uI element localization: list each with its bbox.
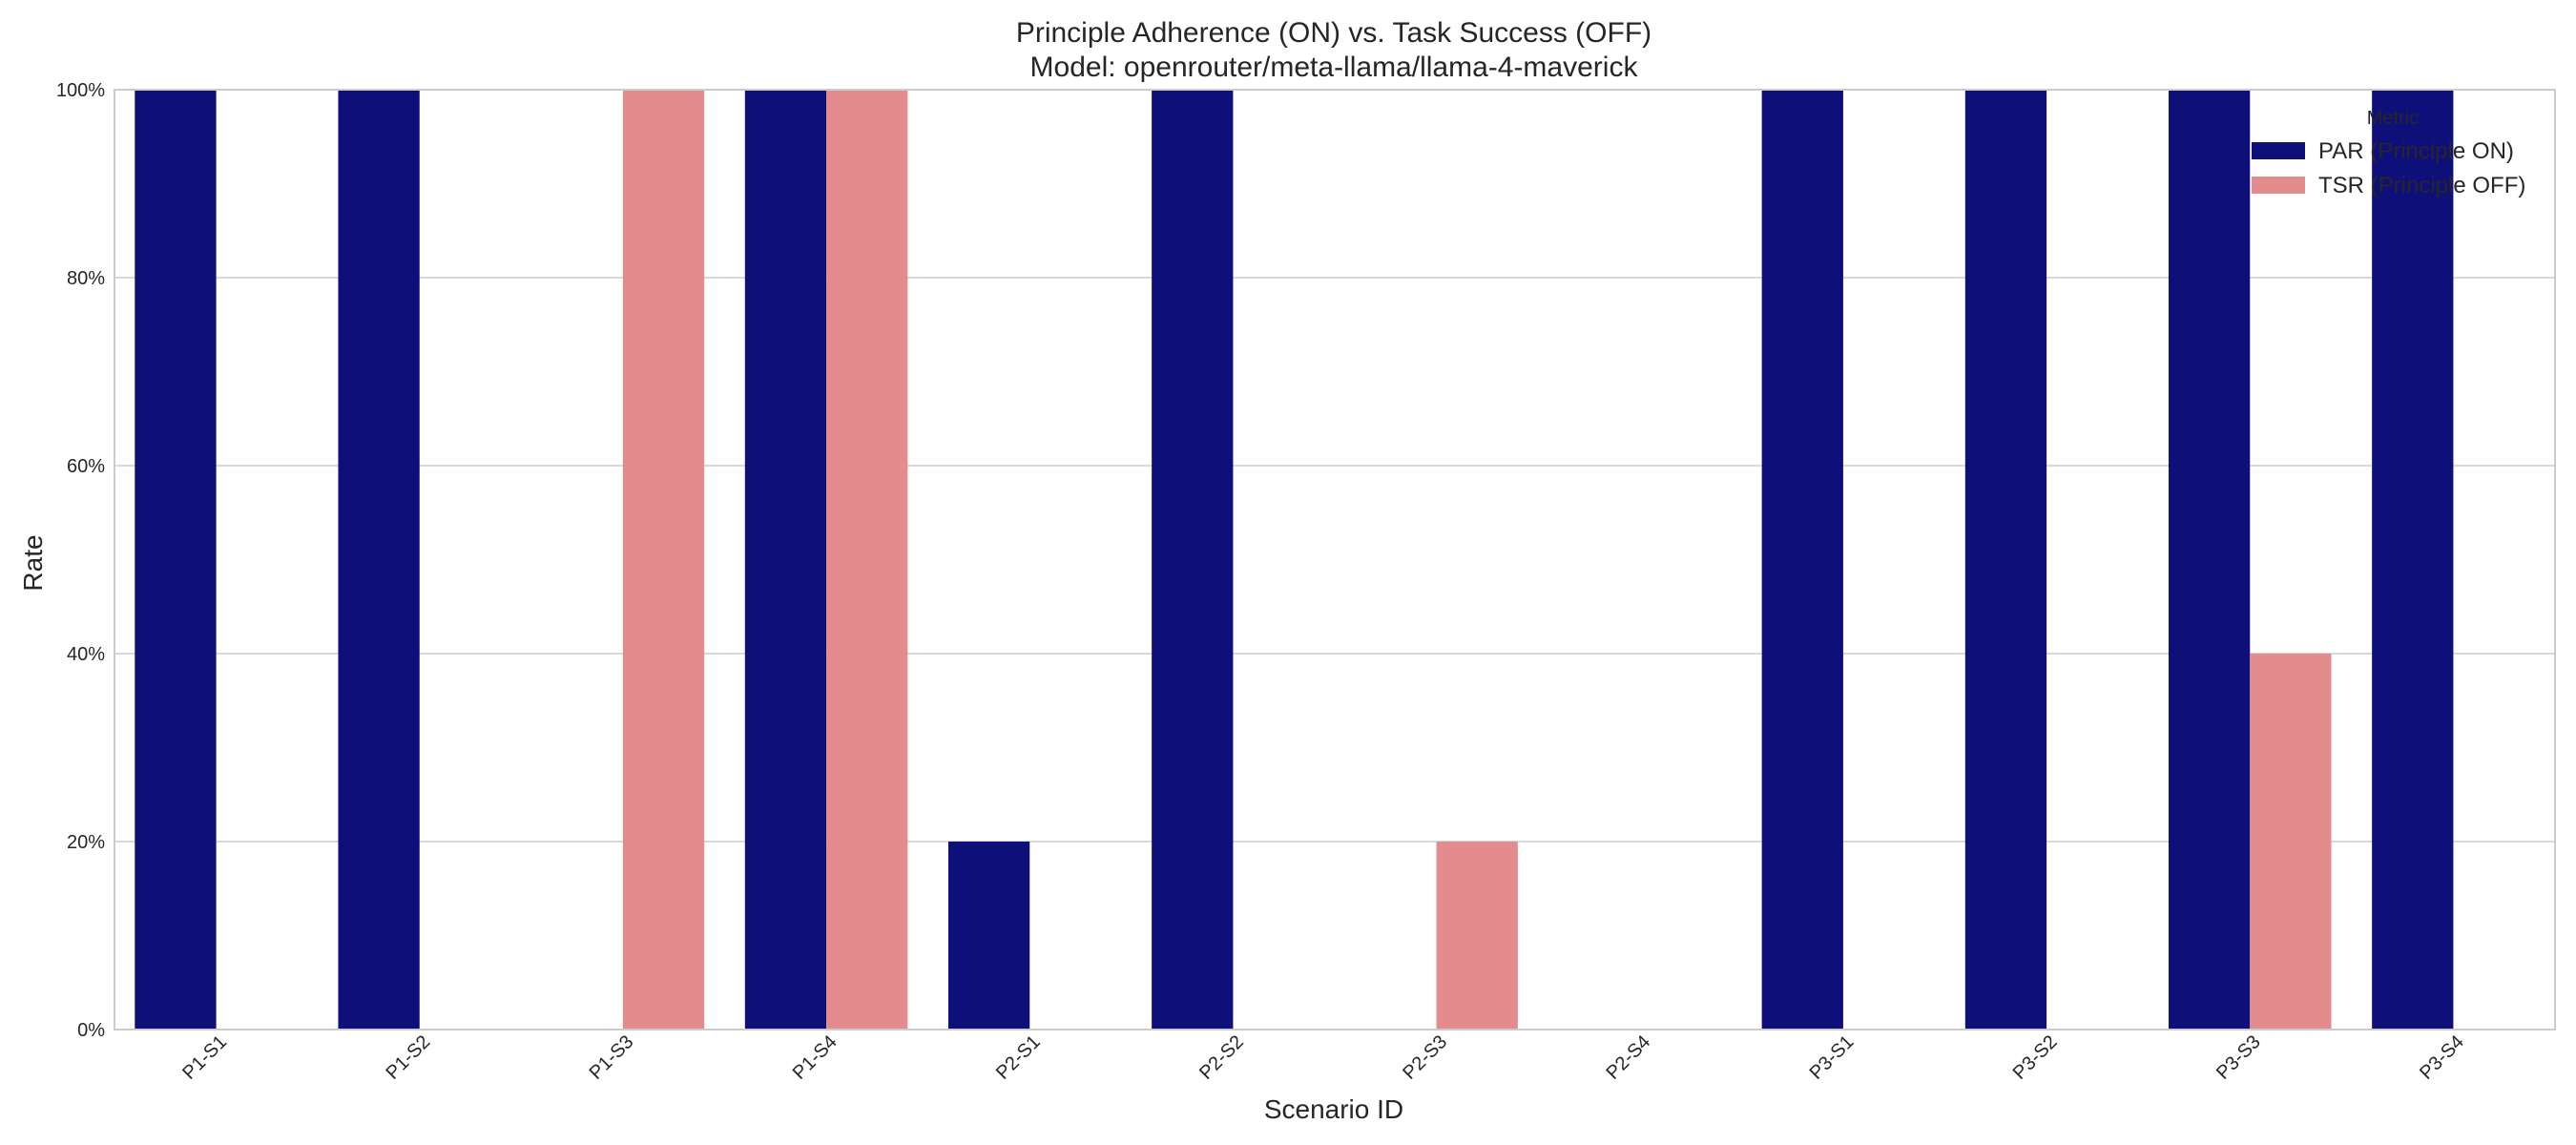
bar-par-p1-s1 bbox=[135, 90, 217, 1030]
chart-title: Principle Adherence (ON) vs. Task Succes… bbox=[1016, 17, 1652, 49]
legend-title: Metric bbox=[2367, 108, 2419, 129]
y-tick-label: 0% bbox=[77, 1020, 105, 1041]
x-tick-label: P1-S4 bbox=[789, 1031, 841, 1084]
x-tick-label: P2-S4 bbox=[1602, 1031, 1654, 1084]
x-axis-label: Scenario ID bbox=[1264, 1094, 1403, 1124]
bar-par-p3-s4 bbox=[2372, 90, 2454, 1030]
legend-label: PAR (Principle ON) bbox=[2318, 138, 2514, 164]
y-axis-label: Rate bbox=[18, 534, 48, 591]
bar-par-p1-s2 bbox=[338, 90, 420, 1030]
x-tick-label: P2-S3 bbox=[1399, 1031, 1451, 1084]
y-tick-label: 20% bbox=[67, 832, 105, 853]
x-tick-label: P1-S2 bbox=[382, 1031, 434, 1084]
bar-tsr-p3-s3 bbox=[2250, 654, 2332, 1030]
legend-swatch bbox=[2252, 142, 2305, 159]
bar-par-p2-s1 bbox=[947, 842, 1030, 1030]
plot-frame bbox=[114, 89, 2556, 1030]
y-tick-label: 80% bbox=[67, 268, 105, 289]
y-tick-label: 100% bbox=[56, 80, 105, 101]
x-tick-label: P3-S2 bbox=[2009, 1031, 2062, 1084]
x-axis-ticks: P1-S1 P1-S2 P1-S3 P1-S4 P2-S1 P2-S2 P2-S3 P2-S4… bbox=[178, 1031, 2468, 1084]
x-tick-label: P3-S4 bbox=[2416, 1031, 2468, 1084]
x-tick-label: P3-S1 bbox=[1806, 1031, 1859, 1084]
chart-subtitle: Model: openrouter/meta-llama/llama-4-mav… bbox=[1030, 52, 1639, 83]
bar-par-p3-s3 bbox=[2168, 90, 2251, 1030]
y-tick-label: 40% bbox=[67, 644, 105, 665]
x-tick-label: P2-S1 bbox=[992, 1031, 1045, 1084]
legend-swatch bbox=[2252, 177, 2305, 194]
bar-par-p3-s1 bbox=[1761, 90, 1843, 1030]
bar-tsr-p1-s3 bbox=[622, 90, 705, 1030]
bar-par-p1-s4 bbox=[744, 90, 827, 1030]
y-tick-label: 60% bbox=[67, 456, 105, 477]
bar-tsr-p1-s4 bbox=[826, 90, 908, 1030]
x-tick-label: P2-S2 bbox=[1195, 1031, 1248, 1084]
bar-tsr-p2-s3 bbox=[1436, 842, 1518, 1030]
bar-par-p2-s2 bbox=[1152, 90, 1234, 1030]
legend-label: TSR (Principle OFF) bbox=[2318, 173, 2525, 198]
bar-par-p3-s2 bbox=[1964, 90, 2047, 1030]
x-tick-label: P1-S3 bbox=[586, 1031, 638, 1084]
y-axis-ticks: 0% 20% 40% 60% 80% 100% bbox=[56, 80, 105, 1041]
x-tick-label: P3-S3 bbox=[2212, 1031, 2265, 1084]
legend: Metric PAR (Principle ON) TSR (Principle O… bbox=[2252, 108, 2525, 198]
bars-layer bbox=[135, 90, 2454, 1030]
x-tick-label: P1-S1 bbox=[178, 1031, 231, 1084]
